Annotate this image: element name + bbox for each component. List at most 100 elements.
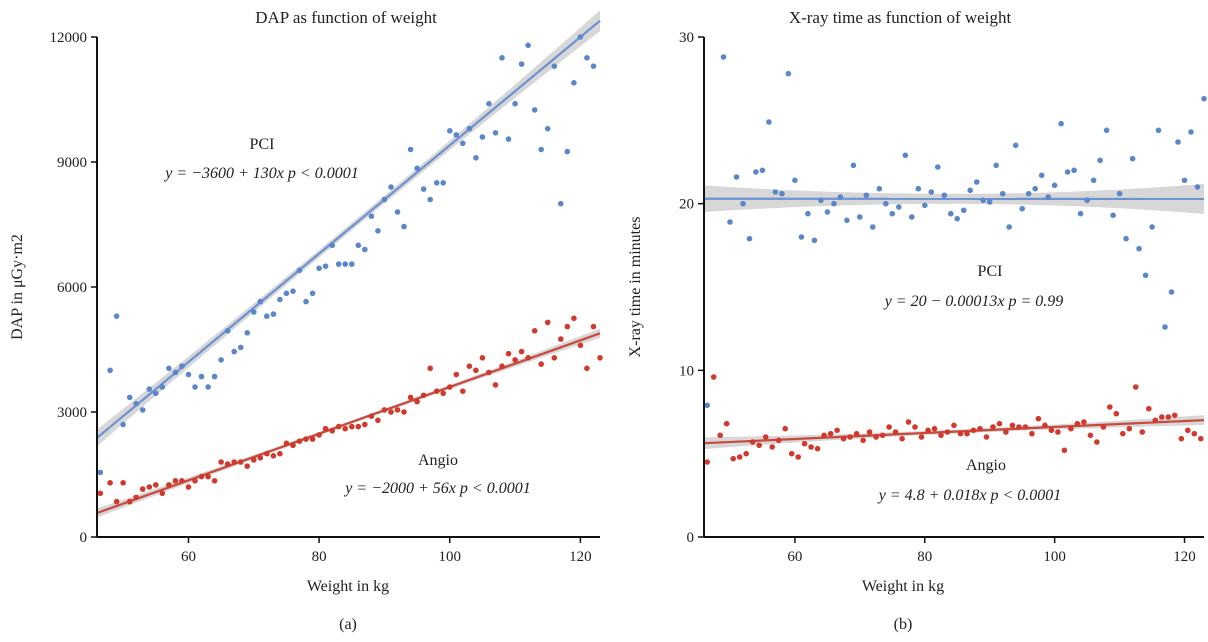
point-angio-b-58 [1081,419,1087,425]
point-pci-a-21 [238,345,244,351]
point-pci-b-46 [1013,143,1019,149]
point-pci-b-56 [1078,211,1084,217]
point-angio-b-64 [1120,431,1126,437]
point-angio-a-21 [238,459,244,465]
point-pci-a-29 [290,288,296,294]
point-angio-b-3 [724,421,730,427]
point-angio-b-48 [1016,424,1022,430]
x-tick-label-a-100: 100 [439,549,462,565]
point-pci-b-64 [1130,156,1136,162]
point-pci-b-49 [1032,186,1038,192]
point-pci-a-0 [98,470,104,476]
point-pci-b-1 [721,54,727,60]
point-angio-b-14 [795,454,801,460]
point-pci-a-30 [297,268,303,274]
point-pci-a-72 [571,80,577,86]
point-pci-b-68 [1156,128,1162,134]
point-pci-a-32 [310,291,316,297]
point-angio-a-47 [408,395,414,401]
point-pci-b-39 [967,188,973,194]
angio-label-a: Angio [418,452,458,469]
point-angio-a-19 [225,461,231,467]
point-angio-a-25 [264,451,270,457]
point-angio-a-74 [584,366,590,372]
point-pci-b-20 [844,218,850,224]
point-pci-a-67 [538,147,544,153]
point-angio-a-29 [290,443,296,449]
point-pci-b-67 [1149,224,1155,230]
point-pci-b-51 [1045,194,1051,200]
point-angio-a-35 [329,428,335,434]
point-angio-b-5 [737,454,743,460]
y-tick-label-a-9000: 9000 [57,155,87,171]
point-angio-a-64 [519,349,525,355]
point-angio-b-59 [1088,433,1094,439]
point-angio-a-12 [179,478,185,484]
point-angio-b-28 [886,424,892,430]
point-angio-a-57 [473,368,479,374]
point-angio-b-6 [743,451,749,457]
point-pci-b-14 [805,211,811,217]
point-pci-a-46 [401,224,407,230]
point-angio-a-58 [480,355,486,361]
point-angio-b-37 [945,429,951,435]
point-pci-b-55 [1071,168,1077,174]
point-pci-b-69 [1162,324,1168,330]
point-angio-a-38 [349,424,355,430]
point-pci-a-14 [192,384,198,390]
point-pci-a-13 [186,372,192,378]
point-pci-b-34 [935,164,941,170]
point-angio-a-55 [460,388,466,394]
point-pci-a-38 [349,261,355,267]
point-pci-a-74 [584,55,590,61]
point-angio-b-44 [990,424,996,430]
point-pci-b-32 [922,203,928,209]
point-angio-b-71 [1166,414,1172,420]
point-angio-a-69 [552,355,558,361]
point-pci-b-43 [993,163,999,169]
point-angio-a-6 [140,486,146,492]
point-pci-b-73 [1188,129,1194,135]
point-angio-a-42 [375,418,381,424]
point-pci-b-35 [942,193,948,199]
y-tick-label-b-10: 10 [679,363,694,379]
point-angio-a-49 [421,393,427,399]
point-angio-a-52 [440,391,446,397]
point-angio-a-15 [199,474,205,480]
x-tick-label-a-120: 120 [569,549,592,565]
point-pci-a-35 [329,243,335,249]
x-axis-label-b: Weight in kg [862,578,944,595]
point-angio-a-45 [395,407,401,413]
point-angio-a-67 [538,361,544,367]
point-angio-b-24 [860,438,866,444]
point-angio-a-73 [578,343,584,349]
point-pci-a-27 [277,297,283,303]
point-angio-a-65 [525,355,531,361]
y-tick-label-b-20: 20 [679,197,694,213]
point-angio-b-46 [1003,429,1009,435]
point-angio-b-70 [1159,414,1165,420]
point-angio-a-54 [454,372,460,378]
point-angio-b-23 [854,431,860,437]
point-pci-b-10 [779,191,785,197]
y-tick-label-b-0: 0 [687,530,695,546]
point-pci-a-73 [578,34,584,40]
point-angio-b-53 [1049,428,1055,434]
point-pci-b-65 [1136,246,1142,252]
point-pci-a-31 [303,299,309,305]
point-angio-a-48 [414,399,420,405]
y-axis-label-a: DAP in μGy·m2 [9,234,26,340]
point-angio-b-69 [1153,418,1159,424]
point-angio-b-63 [1114,411,1120,417]
pci-label-a: PCI [250,136,275,153]
point-angio-b-1 [711,374,717,380]
x-axis-label-a: Weight in kg [307,578,389,595]
point-angio-a-43 [382,407,388,413]
point-angio-b-67 [1140,429,1146,435]
point-pci-a-70 [558,201,564,207]
point-pci-a-71 [565,149,571,155]
point-pci-b-25 [877,186,883,192]
point-pci-a-15 [199,374,205,380]
point-pci-a-7 [147,386,153,392]
